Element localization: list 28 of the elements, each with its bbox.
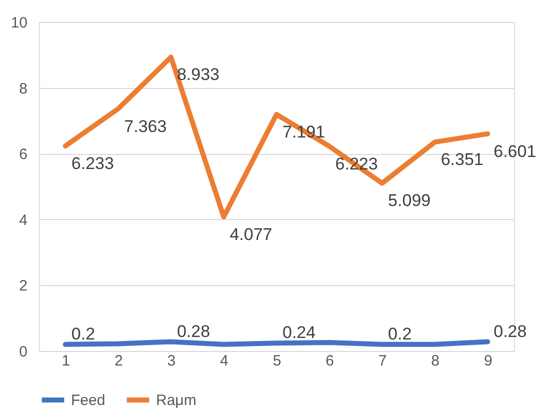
x-tick-label: 5	[272, 352, 282, 370]
x-tick-label: 7	[378, 352, 387, 370]
data-label: 7.363	[124, 116, 167, 136]
data-label: 0.24	[282, 323, 316, 342]
x-tick-label: 3	[167, 352, 176, 370]
legend-label: Feed	[71, 392, 106, 409]
x-tick-label: 4	[220, 352, 228, 370]
y-tick-label: 2	[19, 278, 28, 295]
data-label: 6.601	[494, 142, 536, 161]
data-label: 5.099	[388, 191, 431, 210]
y-tick-label: 8	[19, 80, 28, 98]
x-tick-label: 9	[484, 352, 492, 370]
y-tick-label: 0	[19, 344, 28, 360]
x-tick-label: 2	[114, 352, 123, 370]
data-label: 6.351	[440, 150, 484, 170]
y-tick-label: 4	[19, 212, 28, 229]
x-tick-label: 1	[62, 352, 70, 370]
data-label: 0.2	[71, 324, 96, 344]
y-tick-label: 10	[10, 14, 28, 32]
data-label: 6.233	[71, 154, 114, 173]
x-tick-label: 8	[431, 352, 440, 370]
legend-label: Raμm	[156, 392, 196, 409]
x-tick-label: 6	[326, 352, 334, 370]
data-label: 0.28	[176, 322, 210, 341]
data-label: 0.2	[388, 324, 412, 344]
data-label: 4.077	[230, 224, 272, 244]
y-tick-label: 6	[19, 146, 28, 164]
data-label: 0.28	[494, 322, 527, 341]
